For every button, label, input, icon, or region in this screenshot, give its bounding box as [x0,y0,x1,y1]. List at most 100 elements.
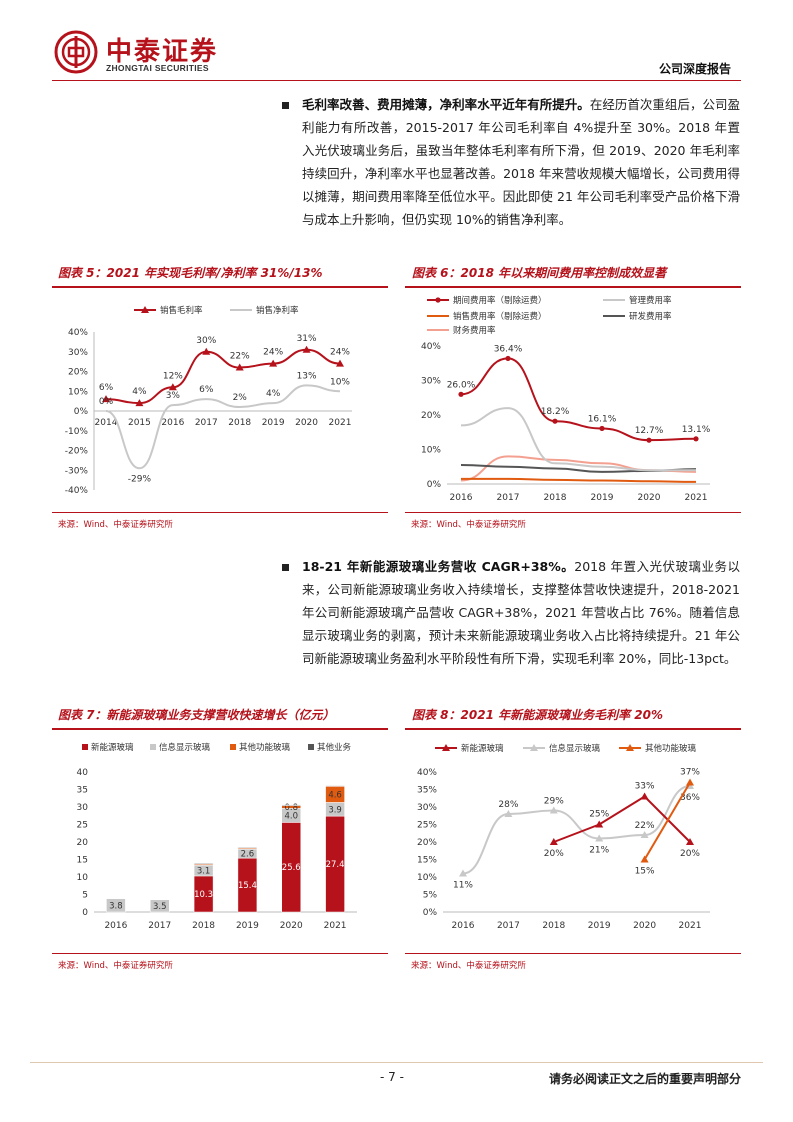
y-tick-label: 15% [417,856,437,866]
figure-5-chart: 40% 30% 20% 10% 0% -10% -20% -30% -40% 2014 2015 20… [65,305,352,496]
legend-label: 销售毛利率 [160,305,203,316]
y-tick-label: 25% [417,821,437,831]
y-tick-label: 20% [68,368,88,378]
y-tick-label: 40% [421,342,441,352]
legend-label: 期间费用率（剔除运费） [453,295,547,306]
data-label: 20% [680,849,700,859]
data-point-marker [458,391,464,397]
bullet-icon [282,102,289,109]
legend-label: 研发费用率 [629,311,672,322]
x-tick-label: 2021 [324,921,347,931]
bar-value-label: 3.1 [197,867,211,877]
figure-8-title-rule [405,728,741,730]
y-tick-label: -20% [65,447,89,457]
data-label: 16.1% [588,414,617,424]
y-tick-label: 5% [423,891,438,901]
bar-value-label: 25.6 [282,863,301,873]
data-label: 2% [233,393,248,403]
x-tick-label: 2017 [497,493,520,503]
x-tick-label: 2021 [329,418,352,428]
y-tick-label: 10% [68,387,88,397]
legend-swatch [230,744,236,750]
y-tick-label: 10% [417,873,437,883]
x-tick-label: 2021 [685,493,708,503]
figure-6-source-rule [405,512,741,513]
legend-label: 管理费用率 [629,295,672,306]
data-label: 0% [99,397,114,407]
data-label: 13% [297,371,317,381]
series-line [462,785,691,875]
data-label: 20% [544,849,564,859]
y-tick-label: 5 [82,891,88,901]
series-line [643,781,691,861]
bar-value-label: 3.9 [328,805,342,815]
bar-value-label: 4.6 [328,790,342,800]
figure-6-title-rule [405,286,741,288]
figure-5-title-rule [52,286,388,288]
disclaimer: 请务必阅读正文之后的重要声明部分 [548,1072,741,1086]
data-point-marker [459,869,467,877]
figure-7-title-rule [52,728,388,730]
x-tick-label: 2017 [148,921,171,931]
y-tick-label: 30 [77,803,89,813]
legend-label: 信息显示玻璃 [549,743,601,754]
series-line [460,407,696,472]
data-point-marker [135,399,144,407]
y-tick-label: 10% [421,446,441,456]
legend-label: 其他功能玻璃 [645,743,697,754]
data-label: 24% [263,348,283,358]
data-label: 12% [163,371,183,381]
data-point-marker [442,744,450,751]
data-label: 26.0% [447,380,476,390]
legend-label: 信息显示玻璃 [159,742,211,753]
data-label: 11% [453,881,473,891]
paragraph-revenue-growth: 18-21 年新能源玻璃业务营收 CAGR+38%。2018 年置入光伏玻璃业务… [302,555,740,670]
bar-segment [281,804,301,806]
data-label: 30% [196,336,216,346]
legend-swatch [82,744,88,750]
data-label: 10% [330,377,350,387]
x-tick-label: 2016 [104,921,127,931]
data-label: 4% [266,389,281,399]
company-logo-icon [54,30,98,74]
bar-value-label: 3.8 [109,901,123,911]
y-tick-label: 20% [421,411,441,421]
figure-7-source-rule [52,953,388,954]
data-label: 24% [330,348,350,358]
data-label: 36.4% [494,344,523,354]
paragraph-lead: 毛利率改善、费用摊薄，净利率水平近年有所提升。 [302,97,590,112]
data-label: 13.1% [682,425,711,435]
bar-segment [150,899,170,913]
data-point-marker [549,838,558,845]
x-tick-label: 2020 [633,921,656,931]
y-tick-label: 40 [77,768,89,778]
figure-5-source-rule [52,512,388,513]
bar-value-label: 10.3 [194,890,213,900]
data-point-marker [269,359,278,367]
paragraph-body: 在经历首次重组后，公司盈利能力有所改善，2015-2017 年公司毛利率自 4%… [302,97,740,227]
paragraph-margin-analysis: 毛利率改善、费用摊薄，净利率水平近年有所提升。在经历首次重组后，公司盈利能力有所… [302,93,740,231]
series-line [460,455,697,482]
y-tick-label: 0 [82,908,88,918]
data-point-marker [640,792,649,800]
y-tick-label: -30% [65,466,89,476]
data-point-marker [640,855,649,863]
paragraph-body: 2018 年置入光伏玻璃业务以来，公司新能源玻璃业务收入持续增长，支撑整体营收快… [302,559,740,666]
figure-8-source-rule [405,953,741,954]
data-point-marker [504,810,513,817]
data-label: 28% [498,800,518,810]
y-tick-label: 0% [423,908,438,918]
report-type: 公司深度报告 [658,62,731,76]
data-label: 25% [589,810,609,820]
y-tick-label: -10% [65,427,89,437]
y-tick-label: 35 [77,786,88,796]
x-tick-label: 2020 [295,418,318,428]
x-tick-label: 2021 [679,921,702,931]
header-divider [52,80,741,81]
data-point-marker [202,347,211,355]
data-point-marker [141,306,149,313]
data-point-marker [552,418,558,424]
data-point-marker [693,436,699,442]
y-tick-label: 0% [74,407,89,417]
data-point-marker [530,744,538,751]
